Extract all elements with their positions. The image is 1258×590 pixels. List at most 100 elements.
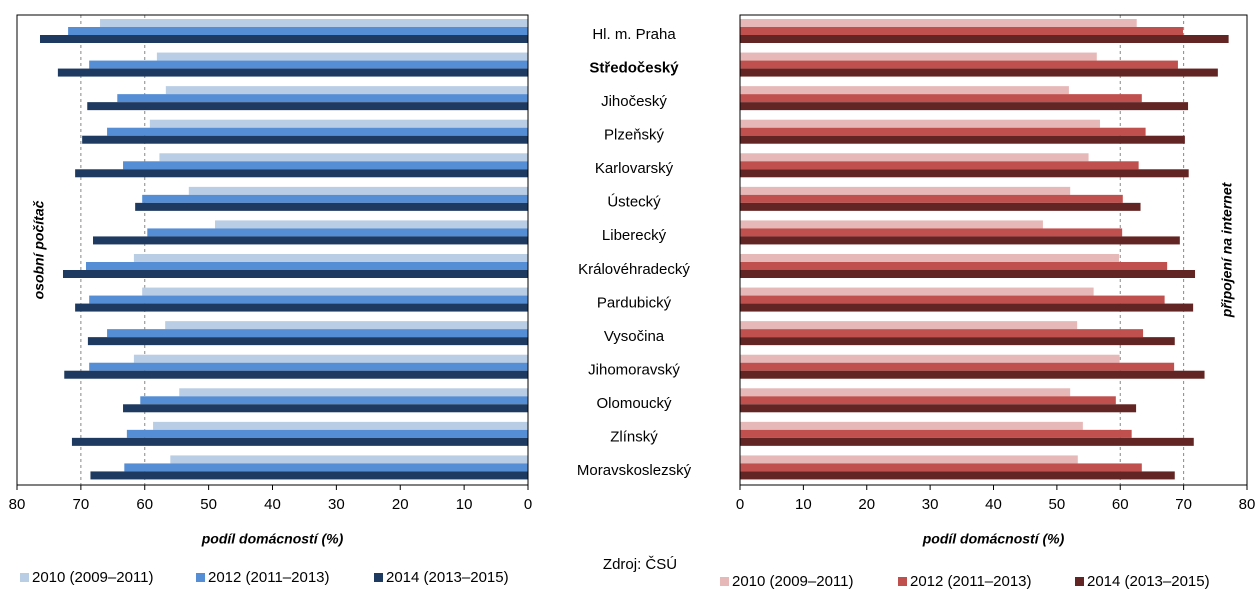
bar <box>149 119 529 128</box>
bar <box>740 463 1142 472</box>
y-axis-title: osobní počítač <box>31 200 47 299</box>
legend-label: 2010 (2009–2011) <box>732 573 854 590</box>
bar <box>159 153 528 162</box>
x-tick-label: 70 <box>1175 496 1192 513</box>
bar <box>740 194 1123 203</box>
category-label: Zlínský <box>610 429 658 446</box>
bar <box>740 370 1205 379</box>
category-label: Jihomoravský <box>588 361 680 378</box>
bar <box>740 27 1183 35</box>
bar <box>156 52 529 61</box>
x-tick-label: 70 <box>73 496 90 513</box>
bar <box>90 471 529 480</box>
x-tick-label: 50 <box>200 496 217 513</box>
bar <box>740 388 1071 397</box>
bar <box>740 153 1089 162</box>
x-tick-label: 0 <box>524 496 532 513</box>
category-label: Plzeňský <box>604 126 665 143</box>
bar <box>740 161 1139 170</box>
bar <box>142 287 528 296</box>
bar <box>740 270 1196 278</box>
x-tick-label: 20 <box>858 496 875 513</box>
bar <box>75 169 528 178</box>
bar <box>740 102 1189 111</box>
bar <box>165 86 529 95</box>
x-tick-label: 20 <box>392 496 409 513</box>
bar <box>39 35 529 43</box>
bar <box>740 303 1194 312</box>
bar <box>165 321 528 330</box>
legend-swatch <box>898 577 907 586</box>
bar <box>740 421 1083 430</box>
bar <box>89 295 529 304</box>
bar <box>64 370 528 379</box>
plot-frame <box>739 14 1248 486</box>
bar <box>740 254 1119 262</box>
bar <box>179 388 528 397</box>
bar <box>153 421 528 430</box>
legend-label: 2014 (2013–2015) <box>1087 573 1210 590</box>
x-tick-label: 80 <box>9 496 26 513</box>
bar <box>124 463 528 472</box>
x-axis-title: podíl domácností (%) <box>201 531 344 547</box>
bar <box>75 303 528 312</box>
category-label: Královéhradecký <box>578 261 690 278</box>
x-tick-label: 40 <box>264 496 281 513</box>
bar <box>740 404 1137 413</box>
bar <box>123 161 528 170</box>
x-tick-label: 60 <box>1112 496 1129 513</box>
legend-label: 2010 (2009–2011) <box>32 569 154 586</box>
bar <box>89 362 529 371</box>
bar <box>740 94 1142 103</box>
bar <box>62 270 529 278</box>
bar <box>740 19 1137 27</box>
x-tick-label: 60 <box>136 496 153 513</box>
bar <box>93 236 528 245</box>
bar <box>123 404 528 413</box>
x-axis-title: podíl domácností (%) <box>922 531 1065 547</box>
bar <box>107 329 528 338</box>
bar <box>740 337 1175 346</box>
bar <box>740 220 1043 229</box>
bar <box>71 437 529 446</box>
category-label: Pardubický <box>597 294 672 311</box>
category-label: Jihočeský <box>601 93 667 110</box>
bar <box>740 52 1097 61</box>
bar <box>133 254 529 262</box>
bar <box>740 169 1189 178</box>
bar <box>68 27 528 35</box>
bar <box>740 354 1120 363</box>
bar <box>740 262 1168 270</box>
bar <box>740 362 1175 371</box>
source: Zdroj: ČSÚ <box>603 556 677 573</box>
bar <box>87 102 528 111</box>
bar <box>740 228 1123 237</box>
category-label: Ústecký <box>607 194 661 211</box>
category-label: Liberecký <box>602 227 667 244</box>
bar <box>740 202 1141 211</box>
x-tick-label: 10 <box>795 496 812 513</box>
bar <box>740 35 1229 43</box>
legend-label: 2012 (2011–2013) <box>910 573 1032 590</box>
bar <box>740 471 1175 480</box>
bar <box>740 396 1116 405</box>
bar <box>740 68 1218 77</box>
legend-swatch <box>20 573 29 582</box>
bar <box>215 220 528 229</box>
bar <box>740 287 1094 296</box>
bar <box>740 329 1144 338</box>
legend-swatch <box>196 573 205 582</box>
bar <box>170 455 529 464</box>
bar <box>126 429 529 438</box>
bar <box>740 455 1078 464</box>
bar <box>85 262 529 270</box>
bar <box>117 94 528 103</box>
bar <box>740 429 1132 438</box>
bar <box>107 127 528 136</box>
bar <box>142 194 528 203</box>
x-tick-label: 0 <box>736 496 744 513</box>
bar <box>188 186 529 195</box>
legend-label: 2012 (2011–2013) <box>208 569 330 586</box>
x-tick-label: 30 <box>922 496 939 513</box>
